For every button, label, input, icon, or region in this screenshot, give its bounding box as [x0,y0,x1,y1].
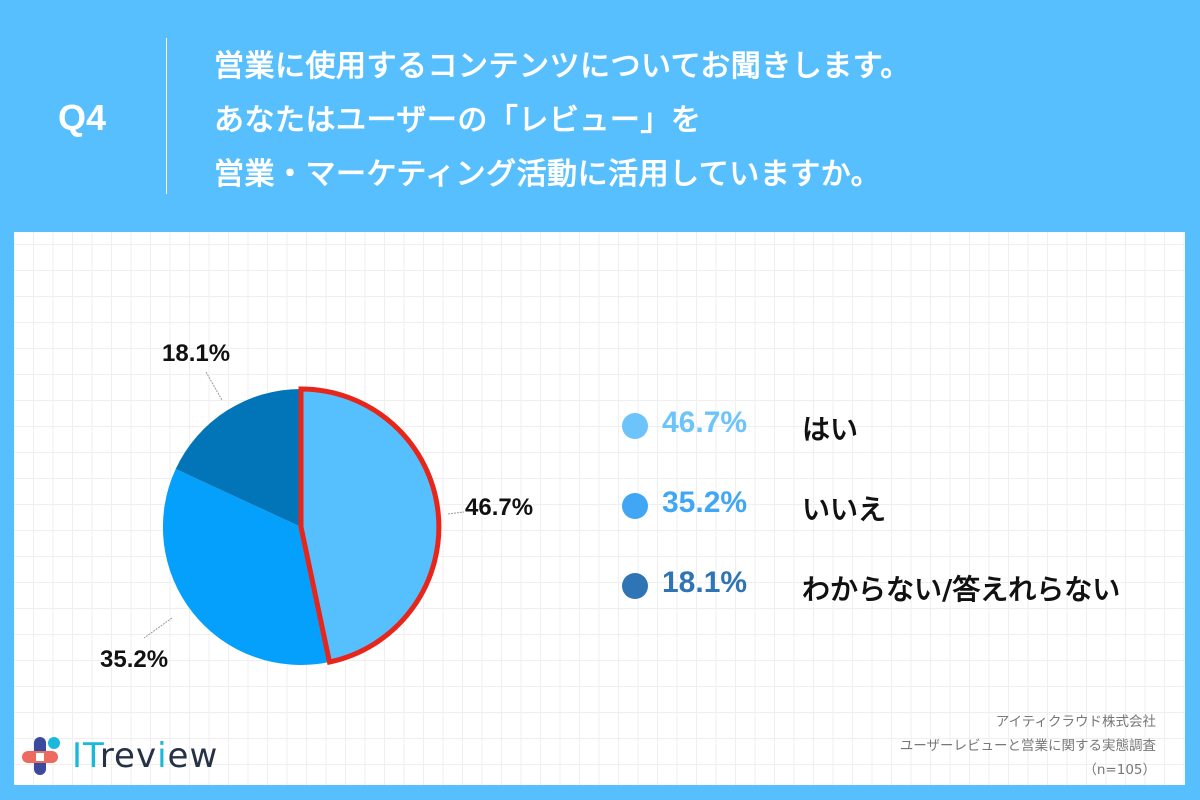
source-company: アイティクラウド株式会社 [995,714,1156,730]
question-line-2: あなたはユーザーの「レビュー」を [214,103,702,138]
leader-line-unknown [205,371,223,401]
legend-dot-icon [622,493,648,519]
pie-label-unknown: 18.1% [162,340,231,367]
legend-pct: 18.1% [662,566,748,599]
legend-label: はい [802,413,859,446]
legend-pct: 46.7% [662,406,748,439]
legend-dot-icon [622,413,648,439]
header-banner: Q4 営業に使用するコンテンツについてお聞きします。 あなたはユーザーの「レビュ… [0,0,1200,232]
pie-slice-yes [298,386,442,665]
question-number: Q4 [58,97,107,138]
itreview-logo: ITreview [22,735,226,777]
legend-label: わからない/答えれらない [802,573,1121,606]
chart-panel: 46.7% 18.1% 35.2% [14,232,1185,785]
question-line-3: 営業・マーケティング活動に活用していますか。 [214,157,882,192]
question-line-1: 営業に使用するコンテンツについてお聞きします。 [214,49,911,84]
header-divider [166,38,167,194]
leader-line-yes [447,511,465,515]
pie-slice-no [162,469,330,665]
legend-dot-icon [622,573,648,599]
source-survey: ユーザーレビューと営業に関する実態調査 [899,738,1156,754]
legend-label: いいえ [802,493,887,526]
leader-line-no [143,617,173,639]
source-sample-size: （n=105） [1083,762,1156,778]
logo-wordmark: ITreview [72,736,219,776]
source-note: アイティクラウド株式会社 ユーザーレビューと営業に関する実態調査 （n=105） [900,710,1156,782]
pie-label-no: 35.2% [100,646,169,673]
legend-pct: 35.2% [662,486,748,519]
pie-chart [143,371,465,665]
logo-cross-icon [22,737,60,775]
question-text: 営業に使用するコンテンツについてお聞きします。 あなたはユーザーの「レビュー」を… [214,40,911,202]
pie-slice-unknown [175,388,301,527]
pie-label-yes: 46.7% [465,494,534,521]
